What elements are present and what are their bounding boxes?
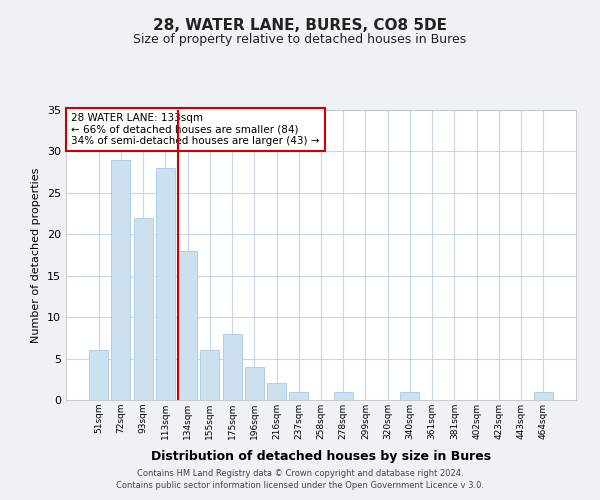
Bar: [245, 367, 264, 400]
Bar: [112, 160, 130, 400]
Bar: [223, 334, 242, 400]
Bar: [267, 384, 286, 400]
Bar: [89, 350, 108, 400]
Text: Contains HM Land Registry data © Crown copyright and database right 2024.: Contains HM Land Registry data © Crown c…: [137, 468, 463, 477]
Text: Contains public sector information licensed under the Open Government Licence v : Contains public sector information licen…: [116, 481, 484, 490]
Bar: [134, 218, 152, 400]
Bar: [289, 392, 308, 400]
Bar: [156, 168, 175, 400]
Text: Size of property relative to detached houses in Bures: Size of property relative to detached ho…: [133, 32, 467, 46]
Y-axis label: Number of detached properties: Number of detached properties: [31, 168, 41, 342]
Bar: [334, 392, 353, 400]
Bar: [178, 251, 197, 400]
X-axis label: Distribution of detached houses by size in Bures: Distribution of detached houses by size …: [151, 450, 491, 464]
Bar: [400, 392, 419, 400]
Bar: [534, 392, 553, 400]
Text: 28, WATER LANE, BURES, CO8 5DE: 28, WATER LANE, BURES, CO8 5DE: [153, 18, 447, 32]
Text: 28 WATER LANE: 133sqm
← 66% of detached houses are smaller (84)
34% of semi-deta: 28 WATER LANE: 133sqm ← 66% of detached …: [71, 113, 320, 146]
Bar: [200, 350, 219, 400]
